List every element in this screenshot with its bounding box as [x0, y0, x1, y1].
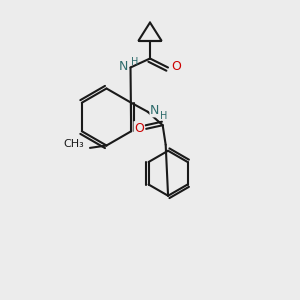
Text: O: O: [134, 122, 144, 135]
Text: N: N: [119, 60, 128, 73]
Text: O: O: [172, 60, 182, 73]
Text: H: H: [160, 111, 168, 121]
Text: CH₃: CH₃: [63, 139, 84, 149]
Text: H: H: [130, 57, 138, 68]
Text: N: N: [150, 104, 160, 117]
